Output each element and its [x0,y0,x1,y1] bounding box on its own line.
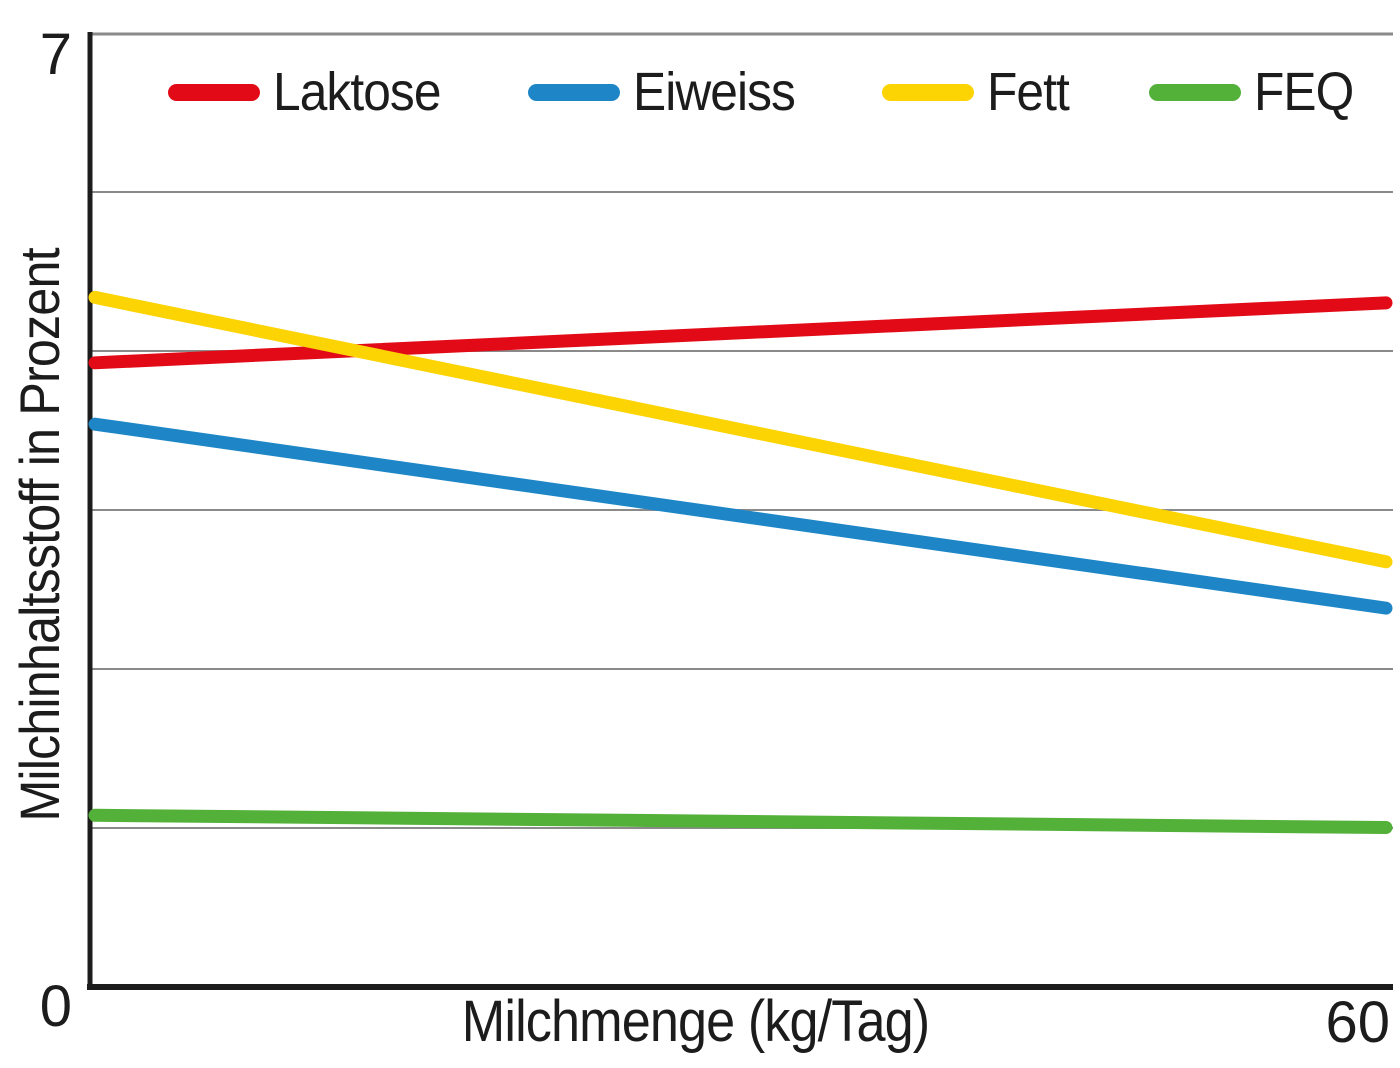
legend-item-eiweiss: Eiweiss [528,65,809,119]
legend-item-fett: Fett [882,65,1076,119]
x-axis-title: Milchmenge (kg/Tag) [461,989,930,1054]
y-axis-tick-max: 7 [39,22,72,87]
legend-swatch-icon [528,83,621,101]
legend-label: FEQ [1253,62,1354,122]
eiweiss-line [88,417,1393,615]
fett-line [88,290,1393,569]
laktose-line [88,296,1393,370]
legend-item-feq: FEQ [1148,62,1362,122]
y-axis-title: Milchinhaltsstoff in Prozent [8,248,71,822]
legend-swatch-icon [882,83,975,101]
legend-label: Eiweiss [633,62,796,122]
legend-item-laktose: Laktose [168,65,455,119]
legend-swatch-icon [1148,83,1241,101]
legend: Laktose Eiweiss Fett FEQ [168,56,1362,128]
legend-swatch-icon [168,83,260,101]
legend-label: Fett [987,62,1070,122]
x-axis-tick-max: 60 [1325,990,1390,1055]
origin-tick: 0 [39,974,72,1039]
legend-label: Laktose [273,62,441,122]
feq-line [88,808,1393,835]
